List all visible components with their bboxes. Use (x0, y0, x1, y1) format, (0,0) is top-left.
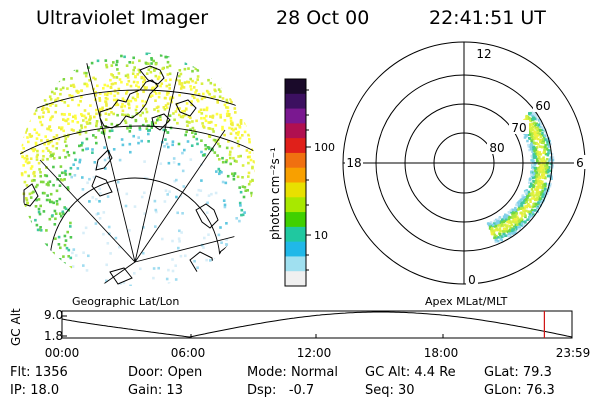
date-label: 28 Oct 00 (276, 7, 370, 29)
altitude-ylabel: GC Alt (9, 308, 23, 346)
altitude-xtick-4: 23:59 (556, 346, 591, 360)
info-glon: GLon: 76.3 (484, 383, 555, 398)
altitude-xtick-0: 00:00 (45, 346, 80, 360)
geographic-image (20, 52, 255, 286)
info-dsp: Dsp: -0.7 (247, 383, 315, 398)
apex-label: Apex MLat/MLT (425, 295, 508, 308)
colorbar-unit-label: photon cm⁻²s⁻¹ (268, 147, 282, 240)
altitude-ytick-high: 9.0 (44, 308, 63, 322)
mlt-label-12: 12 (476, 47, 491, 61)
info-seq: Seq: 30 (365, 383, 415, 398)
info-gain: Gain: 13 (128, 383, 183, 398)
altitude-ytick-low: 1.8 (44, 329, 63, 343)
mlt-label-18: 18 (346, 156, 361, 170)
info-gcalt: GC Alt: 4.4 Re (365, 365, 456, 380)
colorbar: 100 10 photon cm⁻²s⁻¹ (268, 78, 335, 287)
info-ip: IP: 18.0 (10, 383, 60, 398)
info-door: Door: Open (128, 365, 203, 380)
info-flt: Flt: 1356 (10, 365, 68, 380)
time-label: 22:41:51 UT (429, 7, 546, 29)
altitude-xtick-2: 12:00 (297, 346, 332, 360)
geographic-label: Geographic Lat/Lon (72, 295, 179, 308)
altitude-xtick-3: 18:00 (424, 346, 459, 360)
mlt-label-0: 0 (468, 273, 476, 287)
altitude-plot: 9.0 1.8 GC Alt 00:00 06:00 12:00 18:00 2… (9, 308, 590, 360)
colorbar-tick-10: 10 (314, 229, 328, 242)
instrument-title: Ultraviolet Imager (36, 7, 209, 29)
mlat-label-60: 60 (535, 99, 550, 113)
mlat-label-80: 80 (489, 141, 504, 155)
colorbar-tick-100: 100 (314, 141, 335, 154)
altitude-xtick-1: 06:00 (171, 346, 206, 360)
info-glat: GLat: 79.3 (484, 365, 552, 380)
info-mode: Mode: Normal (247, 365, 338, 380)
polar-plot: 12 18 6 0 60 70 80 (342, 41, 586, 287)
mlt-label-6: 6 (576, 156, 584, 170)
mlat-label-70: 70 (511, 121, 526, 135)
